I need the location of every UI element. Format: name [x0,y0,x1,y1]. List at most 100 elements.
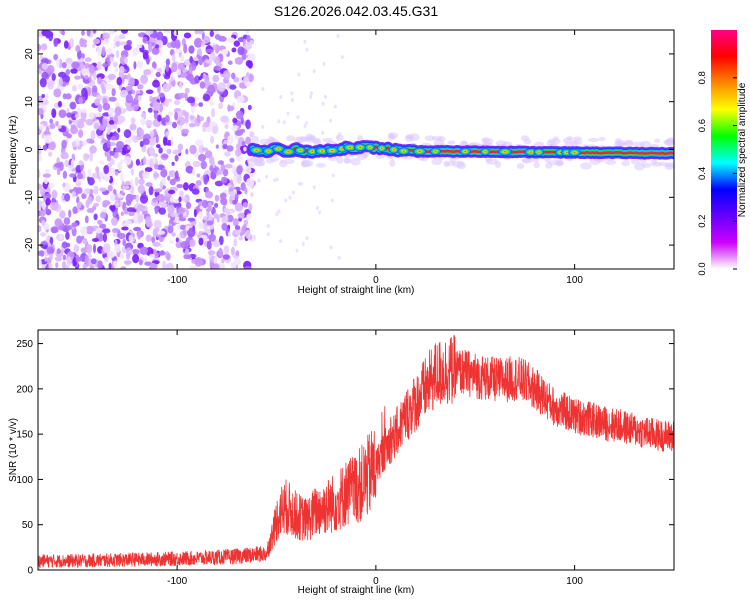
signal-blob [324,146,340,155]
noise-speckle [196,173,201,178]
noise-speckle [120,211,125,216]
noise-speckle [114,171,119,176]
noise-speckle [68,119,72,125]
noise-speckle [166,252,171,261]
noise-speckle [70,68,78,74]
noise-speckle [244,266,252,269]
noise-speckle [138,259,143,266]
noise-speckle [176,183,184,189]
noise-speckle [168,189,176,195]
noise-speckle [198,56,204,66]
noise-speckle [177,143,184,151]
noise-speckle [218,102,224,110]
signal-blob [567,148,582,157]
noise-speckle [102,119,108,128]
noise-speckle [170,212,179,218]
noise-speckle [45,168,50,174]
noise-speckle [173,99,181,106]
noise-speckle [96,61,102,71]
noise-speckle [87,86,91,97]
noise-speckle [291,98,294,102]
signal-blob [412,147,428,156]
signal-blob [294,146,307,155]
snr-background [38,330,674,570]
noise-speckle [140,112,147,119]
noise-speckle [208,121,218,127]
noise-speckle [165,63,170,72]
signal-blob [262,147,275,156]
noise-speckle [212,44,217,50]
noise-speckle [158,92,165,98]
noise-speckle [184,87,190,94]
noise-speckle [115,141,125,149]
noise-speckle [197,30,204,35]
noise-speckle [227,183,232,188]
noise-speckle [137,204,145,212]
noise-speckle [51,108,57,119]
noise-speckle [288,195,292,200]
noise-speckle [324,94,327,99]
noise-speckle [187,217,196,222]
noise-speckle [130,185,135,195]
signal-halo [618,142,626,147]
noise-speckle [149,137,157,146]
noise-speckle [203,176,208,185]
noise-speckle [312,69,316,74]
noise-speckle [111,228,119,233]
noise-speckle [137,230,142,240]
noise-speckle [197,153,207,162]
noise-speckle [235,110,244,120]
noise-speckle [108,262,112,269]
noise-speckle [72,206,78,215]
noise-speckle [247,53,256,61]
signal-halo [343,158,352,164]
noise-speckle [183,59,191,67]
noise-speckle [89,265,94,269]
noise-speckle [170,136,174,147]
noise-speckle [69,38,74,48]
noise-speckle [53,53,59,61]
signal-halo [580,162,592,170]
noise-speckle [261,87,265,91]
noise-speckle [101,138,108,144]
noise-speckle [220,163,226,171]
noise-speckle [97,260,103,269]
noise-speckle [188,45,195,54]
noise-speckle [237,212,245,219]
noise-speckle [127,145,131,150]
colorbar-ticks: 0.0 0.2 0.4 0.6 0.8 [697,71,737,276]
noise-speckle [76,202,82,209]
colorbar-tick-label: 0.8 [697,71,708,84]
noise-speckle [66,225,73,231]
snr-panel: -100 0 100 0 50 100 150 200 250 Height of strai… [8,329,675,596]
noise-speckle [77,173,84,180]
noise-speckle [49,123,56,129]
noise-speckle [40,232,47,237]
noise-speckle [312,185,316,190]
noise-speckle [210,135,215,144]
signal-halo [251,135,260,144]
spectrogram-y-ticks: -20 -10 0 10 20 [24,48,35,252]
noise-speckle [149,262,157,269]
spectrogram-y-tick-label: -20 [24,237,35,252]
noise-speckle [97,103,103,113]
noise-speckle [171,232,176,237]
noise-speckle [303,39,307,44]
noise-speckle [139,161,143,166]
noise-speckle [305,236,309,241]
noise-speckle [177,207,186,214]
signal-halo [315,162,326,168]
noise-speckle [199,81,206,89]
noise-speckle [63,217,71,226]
noise-speckle [54,162,61,168]
noise-speckle [231,166,239,175]
signal-halo [335,134,344,141]
noise-speckle [81,87,88,98]
noise-speckle [315,206,319,210]
colorbar-tick-label: 0.4 [697,167,708,180]
noise-speckle [214,202,219,208]
noise-speckle [145,89,154,95]
noise-speckle [178,213,183,219]
noise-speckle [226,37,235,43]
noise-speckle [178,92,187,99]
